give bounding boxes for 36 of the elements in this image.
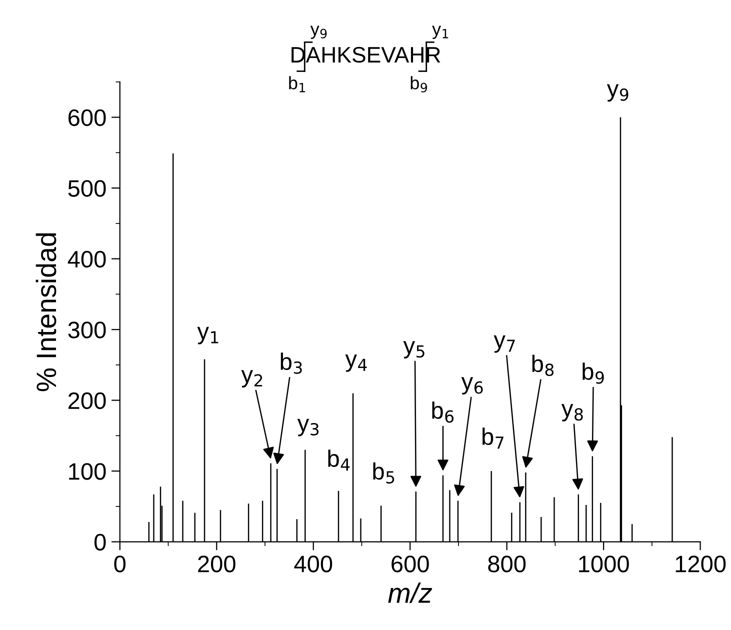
x-tick-label: 1200 bbox=[676, 556, 726, 572]
y-tick-label: 100 bbox=[69, 463, 106, 480]
annotation: y$_{4}$ bbox=[345, 354, 367, 372]
annotation: b$_{7}$ bbox=[482, 428, 504, 449]
y-tick-label: 500 bbox=[68, 180, 106, 197]
y-tick-label: 400 bbox=[68, 250, 106, 268]
annotation: y$_{7}$ bbox=[494, 335, 515, 353]
annotation: y$_{8}$ bbox=[561, 404, 583, 422]
x-tick-label: 200 bbox=[198, 556, 236, 572]
annotation: b$_{9}$ bbox=[410, 76, 428, 92]
y-tick-label: 200 bbox=[68, 392, 106, 410]
x-tick-label: 1000 bbox=[579, 556, 629, 572]
x-tick-label: 600 bbox=[392, 556, 429, 572]
annotation: y$_{5}$ bbox=[403, 341, 424, 358]
annotation: b$_{4}$ bbox=[328, 450, 350, 471]
annotation: b$_{1}$ bbox=[289, 76, 306, 92]
x-axis-title: m/z bbox=[388, 582, 432, 603]
y-tick-label: 0 bbox=[94, 534, 106, 551]
annotation: y$_{2}$ bbox=[241, 370, 262, 388]
annotation: b$_{6}$ bbox=[432, 402, 454, 423]
annotation: y$_{1}$ bbox=[197, 326, 218, 344]
y-axis-title: % Intensidad bbox=[36, 233, 56, 392]
annotation: b$_{9}$ bbox=[582, 362, 604, 384]
text: y$_{9}$ bbox=[310, 26, 327, 39]
annotation: b$_{8}$ bbox=[532, 354, 554, 376]
annotation: y$_{9}$ bbox=[606, 84, 628, 102]
x-tick-label: 400 bbox=[294, 556, 332, 572]
x-tick-label: 800 bbox=[488, 556, 526, 572]
y-tick-label: 300 bbox=[68, 322, 106, 338]
y-tick-label: 600 bbox=[68, 109, 106, 126]
annotation: y$_{3}$ bbox=[297, 418, 319, 436]
annotation: b$_{3}$ bbox=[280, 352, 302, 374]
x-tick-label: 0 bbox=[114, 556, 126, 572]
text: y$_{1}$ bbox=[432, 26, 448, 39]
annotation: y$_{6}$ bbox=[461, 377, 483, 395]
annotation: b$_{5}$ bbox=[373, 462, 394, 484]
